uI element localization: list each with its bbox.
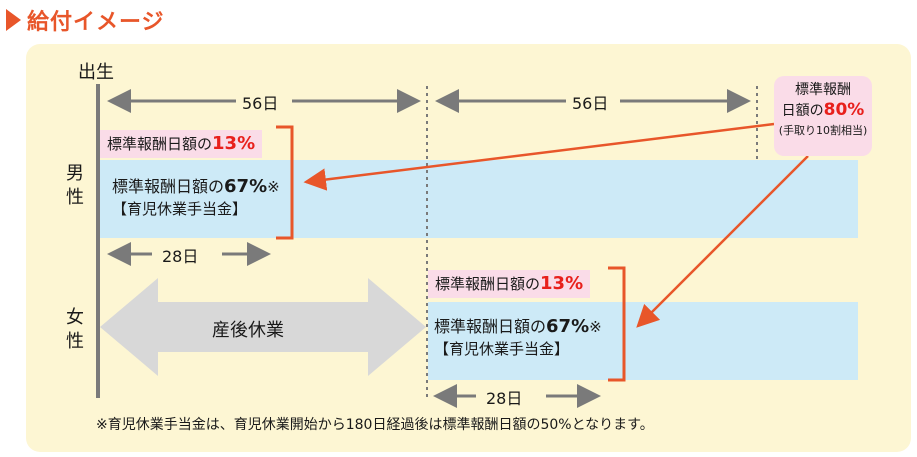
callout-80-percent: 標準報酬 日額の80% (手取り10割相当)	[774, 76, 872, 156]
female-top-rate-box: 標準報酬日額の13%	[428, 270, 591, 298]
postnatal-leave-arrow	[100, 278, 426, 376]
female-label: 女 性	[66, 307, 84, 352]
male-benefit-bar	[98, 160, 858, 238]
male-bracket	[276, 125, 294, 240]
male-label: 男 性	[66, 163, 84, 208]
section-title: 給付イメージ	[6, 6, 165, 35]
female-bracket	[608, 266, 626, 382]
days-female-28: 28日	[480, 385, 529, 409]
male-benefit-text: 標準報酬日額の67%※ 【育児休業手当金】	[112, 176, 280, 218]
male-top-rate-box: 標準報酬日額の13%	[100, 130, 263, 158]
title-text: 給付イメージ	[27, 10, 165, 35]
postnatal-leave-label: 産後休業	[212, 320, 284, 341]
triangle-marker-icon	[6, 9, 21, 31]
footnote: ※育児休業手当金は、育児休業開始から180日経過後は標準報酬日額の50%となりま…	[96, 417, 654, 433]
days-first-56: 56日	[236, 90, 285, 114]
birth-label: 出生	[78, 62, 114, 83]
days-second-56: 56日	[566, 90, 615, 114]
days-male-28: 28日	[156, 243, 205, 267]
female-benefit-text: 標準報酬日額の67%※ 【育児休業手当金】	[434, 316, 602, 358]
